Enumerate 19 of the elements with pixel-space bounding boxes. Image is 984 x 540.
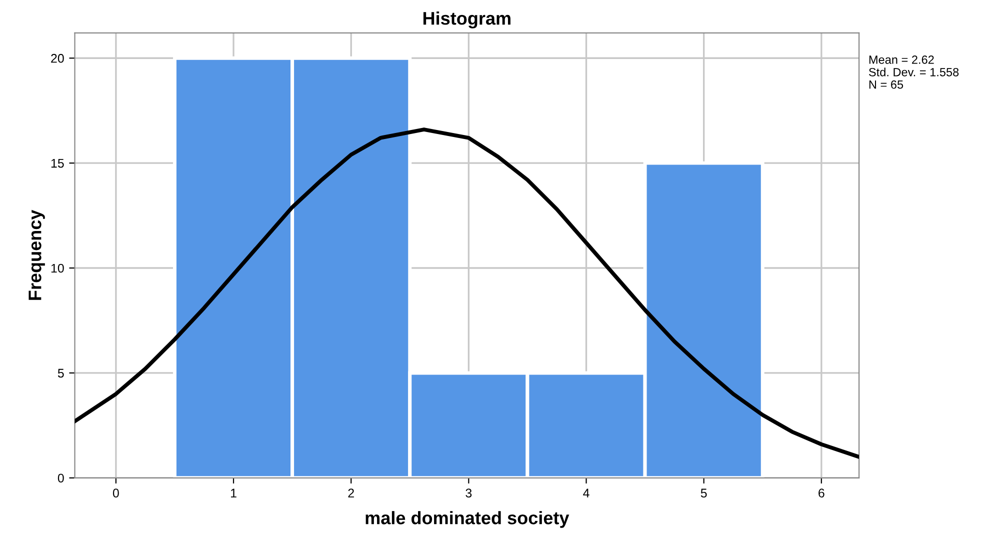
x-axis-title: male dominated society [366,511,570,528]
y-tick-label: 0 [58,474,64,483]
x-tick-label: 3 [466,488,472,498]
x-tick-label: 2 [348,488,354,498]
y-tick-label: 5 [58,368,64,378]
x-tick-label: 5 [700,488,707,498]
x-tick-label: 1 [230,488,236,498]
y-axis-title: Frequency [28,210,45,300]
y-tick-label: 10 [51,264,64,273]
x-tick-label: 4 [583,488,590,498]
x-tick-label: 6 [818,488,824,498]
text: N = 65 [869,80,904,89]
y-tick-label: 20 [51,54,64,63]
y-tick-label: 15 [51,159,64,168]
line-series [74,128,860,459]
text: Mean = 2.62 [869,56,934,64]
chart-title: Histogram [423,12,510,28]
x-tick-label: 0 [112,488,119,498]
text: Std. Dev. = 1.558 [868,68,959,76]
